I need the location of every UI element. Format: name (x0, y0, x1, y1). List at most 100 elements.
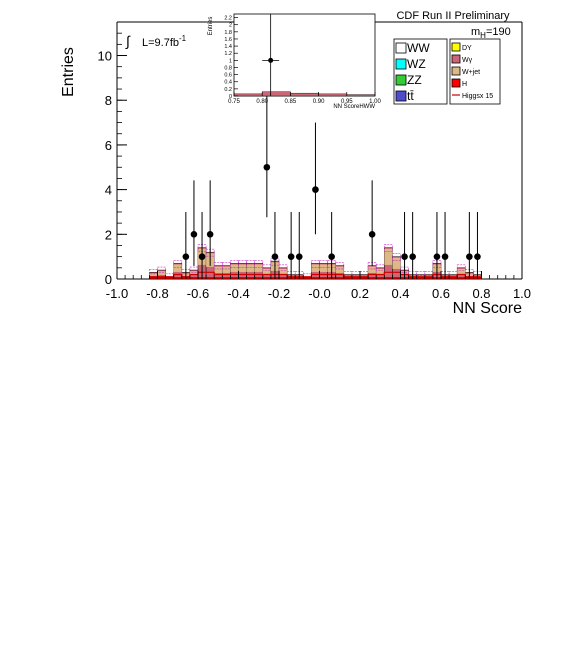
legend-swatch-zz (395, 74, 407, 86)
uncertainty-band (222, 262, 231, 270)
data-point (474, 253, 481, 260)
inset-y-tick-label: 1 (229, 58, 232, 64)
legend-col2: DY Wγ W+jet H Higgsx 15 (449, 38, 501, 105)
x-axis-label: NN Score (453, 300, 522, 317)
uncertainty-band (278, 264, 288, 271)
y-tick-label: 6 (105, 138, 112, 153)
wjet-bar (238, 264, 247, 272)
uncertainty-band (173, 260, 183, 268)
x-tick-label: -0.2 (268, 286, 290, 301)
title-box: CDF Run II Preliminary (390, 10, 516, 23)
inset-x-tick-label: 0.85 (285, 99, 297, 105)
lumi-exponent: -1 (179, 34, 187, 43)
x-tick-label: -0.4 (227, 286, 249, 301)
y-tick-label: 0 (105, 272, 112, 287)
data-point (441, 253, 449, 260)
y-tick-label: 10 (98, 49, 112, 64)
wjet-bar (149, 273, 158, 276)
x-tick-label: -1.0 (106, 286, 128, 301)
wjet-bar (230, 264, 239, 272)
data-point (328, 253, 335, 260)
uncertainty-band (456, 264, 466, 271)
inset-y-tick-label: 1.8 (224, 30, 232, 36)
data-point (312, 186, 319, 193)
legend-label-ww: WW (407, 41, 430, 55)
legend-label-wz: WZ (407, 57, 426, 71)
legend-swatch-wgamma (451, 54, 461, 64)
wjet-bar (214, 266, 223, 273)
uncertainty-band (157, 266, 166, 273)
uncertainty-band (311, 260, 320, 268)
uncertainty-band (213, 262, 223, 270)
wjet-bar (311, 264, 320, 272)
wjet-bar (376, 268, 385, 274)
inset-x-tick-label: 0.80 (256, 99, 268, 105)
inset-data-points (262, 14, 280, 96)
inset-y-tick-label: 1.6 (224, 37, 232, 43)
inset-y-tick-label: 0.2 (224, 87, 232, 93)
inset-y-tick-label: 0.4 (224, 80, 232, 86)
wjet-bar (262, 268, 271, 274)
data-point (466, 253, 473, 260)
wjet-bar (279, 268, 288, 274)
legend-label-dy: DY (462, 45, 472, 52)
luminosity-label: ∫ L=9.7fb-1 (125, 33, 187, 49)
x-tick-label: 0.4 (391, 286, 409, 301)
data-point (295, 253, 303, 260)
mass-prefix: m (471, 26, 480, 38)
inset-x-tick-label: 1.00 (369, 99, 381, 105)
data-point (206, 231, 214, 238)
legend-swatch-tt (395, 90, 407, 102)
data-points (182, 94, 481, 279)
background-stack (149, 244, 482, 280)
legend-label-tt: tt̄ (407, 89, 414, 103)
x-tick-label: -0.8 (146, 286, 168, 301)
data-point (409, 253, 416, 260)
data-point (401, 253, 408, 260)
inset-y-tick-label: 1.2 (224, 51, 232, 57)
wjet-bar (368, 266, 377, 273)
data-point (182, 253, 190, 260)
uncertainty-band (392, 253, 401, 261)
inset-x-axis-ticks: 0.75 0.80 0.85 0.90 0.95 1.00 (228, 92, 381, 105)
data-point (263, 163, 271, 171)
wjet-bar (189, 271, 198, 275)
plot-title: CDF Run II Preliminary (396, 10, 510, 22)
y-tick-label: 4 (105, 183, 112, 198)
y-axis-label: Entries (60, 47, 77, 97)
data-point (271, 253, 279, 260)
inset-background-bar (262, 91, 291, 97)
x-tick-label: -0.6 (187, 286, 209, 301)
wjet-bar (392, 257, 401, 269)
lumi-value: L=9.7fb (142, 37, 179, 49)
y-axis-ticks: 0 2 4 6 8 10 (98, 21, 127, 287)
svg-text:L=9.7fb-1: L=9.7fb-1 (142, 34, 187, 49)
mass-value: =190 (486, 26, 511, 38)
legend-swatch-h (451, 78, 461, 88)
inset-x-tick-label: 0.95 (341, 99, 353, 105)
y-tick-label: 2 (105, 227, 112, 242)
legend-swatch-wjet (451, 66, 461, 76)
integral-sign: ∫ (125, 33, 131, 49)
y-tick-label: 8 (105, 93, 112, 108)
wjet-bar (173, 264, 182, 272)
inset-y-tick-label: 2 (229, 23, 232, 29)
wjet-bar (384, 248, 393, 265)
inset-y-axis-ticks: 00.20.40.6 0.811.21.41.61.822.2 (224, 16, 238, 100)
higgs-fill (149, 277, 482, 279)
inset-panel: Entries NN ScoreHWW (208, 13, 376, 110)
data-point (287, 253, 295, 260)
x-tick-label: 0.6 (432, 286, 450, 301)
inset-background-bar (318, 93, 348, 97)
inset-background-bar (290, 92, 319, 97)
inset-x-tick-label: 0.90 (313, 99, 325, 105)
legend-swatch-dy (451, 42, 461, 52)
uncertainty-band (246, 260, 256, 268)
wjet-bar (246, 264, 255, 272)
x-axis-ticks: -1.0 -0.8 -0.6 -0.4 -0.2 -0.0 0.2 0.4 0.6 0.8 1.0 (106, 271, 531, 301)
uncertainty-band (383, 244, 393, 253)
data-point (190, 231, 198, 238)
legend-label-wjet: W+jet (462, 69, 480, 76)
x-tick-label: 0.8 (472, 286, 490, 301)
